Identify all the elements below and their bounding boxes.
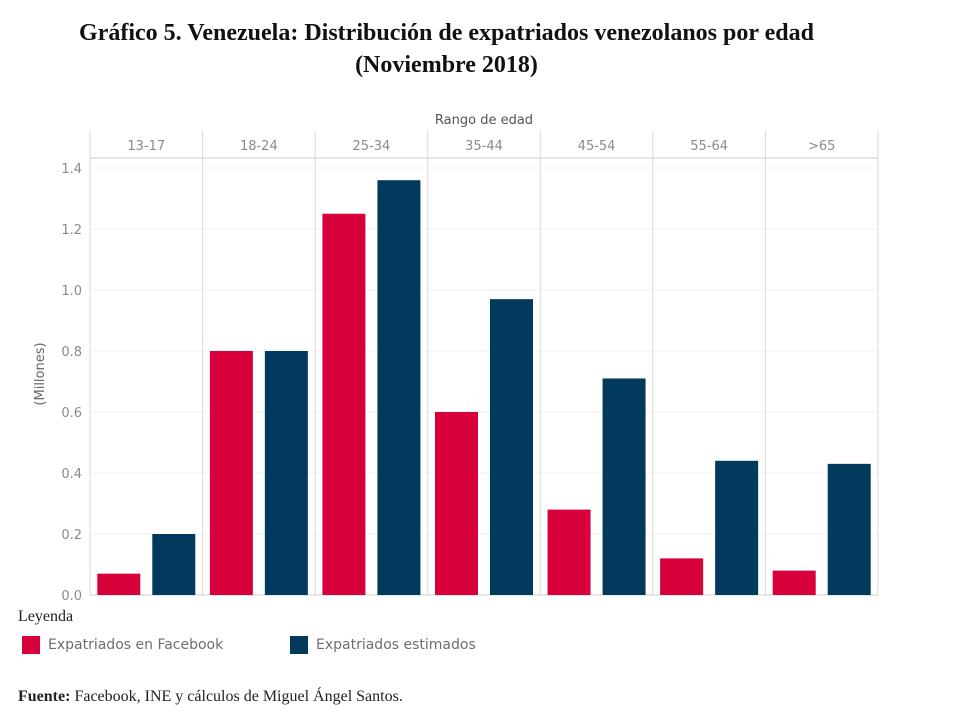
y-tick-label: 0.8 [61,345,82,360]
bar-estimated-gt65 [827,463,871,595]
legend-label-estimated: Expatriados estimados [316,637,476,653]
category-label: >65 [808,139,835,154]
source-note: Fuente: Facebook, INE y cálculos de Migu… [18,688,403,706]
bars [97,180,871,595]
x-axis-title: Rango de edad [435,113,533,128]
bar-estimated-55-64 [715,460,759,595]
y-axis-title: (Millones) [33,342,48,405]
source-prefix: Fuente: [18,688,71,705]
y-tick-label: 0.4 [61,467,82,482]
bar-estimated-25-34 [377,180,421,595]
category-label: 35-44 [465,139,503,154]
bar-facebook-55-64 [660,558,704,595]
bar-estimated-45-54 [602,378,646,595]
gridlines [90,167,878,535]
bar-facebook-25-34 [322,213,366,595]
y-tick-label: 1.0 [61,284,82,299]
legend-title: Leyenda [18,608,74,625]
bar-facebook-45-54 [547,509,591,595]
bar-estimated-13-17 [152,534,196,595]
category-label: 55-64 [690,139,728,154]
bar-estimated-35-44 [490,299,533,595]
legend-label-facebook: Expatriados en Facebook [48,637,224,653]
chart-title-line2: (Noviembre 2018) [355,52,538,78]
category-label: 25-34 [353,139,391,154]
legend-item-facebook: Expatriados en Facebook [22,636,223,654]
bar-facebook-18-24 [209,351,253,595]
category-label: 18-24 [240,139,278,154]
source-text: Facebook, INE y cálculos de Miguel Ángel… [70,688,403,705]
y-tick-label: 1.4 [61,162,82,177]
category-label: 13-17 [127,139,165,154]
y-axis-ticks: 0.0 0.2 0.4 0.6 0.8 1.0 1.2 1.4 [61,162,82,604]
category-label: 45-54 [578,139,616,154]
y-tick-label: 0.6 [61,406,82,421]
legend-item-estimated: Expatriados estimados [290,636,476,654]
bar-facebook-gt65 [772,570,816,595]
y-tick-label: 0.0 [61,589,82,604]
y-tick-label: 1.2 [61,223,82,238]
bar-estimated-18-24 [264,351,308,595]
category-panels: 13-17 18-24 25-34 35-44 45-54 55-64 >65 [89,131,879,596]
bar-facebook-13-17 [97,573,141,595]
legend-swatch-estimated [290,636,308,654]
chart-title-line1: Gráfico 5. Venezuela: Distribución de ex… [79,20,814,46]
y-tick-label: 0.2 [61,528,82,543]
legend-swatch-facebook [22,636,40,654]
bar-facebook-35-44 [435,412,478,595]
